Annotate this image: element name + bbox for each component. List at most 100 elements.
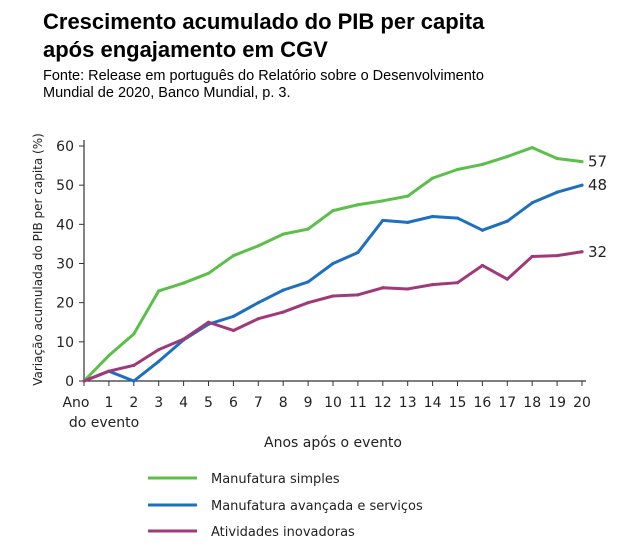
x-tick-label: 16 <box>473 395 491 411</box>
y-tick-label: 20 <box>56 296 74 312</box>
data-point <box>157 348 161 352</box>
data-point <box>331 294 335 298</box>
x-tick-label: 4 <box>179 395 188 411</box>
data-point <box>406 287 410 291</box>
data-point <box>132 332 136 336</box>
y-tick-label: 50 <box>56 178 74 194</box>
x-tick-label: 2 <box>129 395 138 411</box>
x-tick-label: 1 <box>104 395 113 411</box>
data-point <box>356 293 360 297</box>
data-point <box>206 271 211 275</box>
chart-source-note: Fonte: Release em português do Relatório… <box>43 68 613 102</box>
data-point <box>431 283 435 287</box>
data-point <box>530 254 534 259</box>
data-point <box>306 301 310 305</box>
series-end-label: 57 <box>588 153 607 171</box>
data-point <box>107 353 111 358</box>
y-tick-label: 30 <box>56 257 74 273</box>
data-point <box>480 263 484 268</box>
data-point <box>580 183 584 187</box>
series-line-2 <box>82 183 584 383</box>
x-tick-label: 6 <box>229 395 238 411</box>
x-tick-label: 11 <box>349 395 367 411</box>
data-point <box>182 281 186 285</box>
chart-title-line-2: após engajamento em CGV <box>43 37 328 62</box>
x-tick-label: 14 <box>424 395 442 411</box>
x-tick-label: 10 <box>324 395 342 411</box>
y-tick-label: 10 <box>56 335 74 351</box>
legend-label: Manufatura simples <box>211 472 340 487</box>
data-point <box>530 145 534 150</box>
data-point <box>381 286 385 290</box>
data-point <box>431 214 435 219</box>
x-tick-label: 18 <box>523 395 541 411</box>
data-point <box>331 261 335 266</box>
x-tick-label: 7 <box>254 395 263 411</box>
chart-title: Crescimento acumulado do PIB per capita … <box>43 8 613 64</box>
data-point <box>455 167 460 172</box>
x-tick-label: 15 <box>449 395 467 411</box>
x-tick-label: 20 <box>573 395 591 411</box>
series-end-label: 32 <box>588 243 607 261</box>
data-point <box>356 203 360 207</box>
series-end-label: 48 <box>588 176 607 194</box>
x-tick-label: 3 <box>154 395 163 411</box>
y-tick-label: 0 <box>65 374 74 390</box>
data-point <box>182 337 186 341</box>
x-axis-title: Anos após o evento <box>264 435 402 451</box>
data-point <box>580 250 584 254</box>
data-point <box>381 218 385 223</box>
data-point <box>231 254 235 258</box>
x-tick-label: 5 <box>204 395 213 411</box>
data-point <box>132 363 136 367</box>
data-point <box>555 190 559 194</box>
x-tick-label: Ano <box>62 395 89 411</box>
data-point <box>530 201 534 205</box>
data-point <box>82 379 86 383</box>
data-point <box>331 209 335 213</box>
data-point <box>505 154 509 159</box>
data-point <box>256 301 260 305</box>
chart-title-line-1: Crescimento acumulado do PIB per capita <box>43 9 485 34</box>
legend-label: Atividades inovadoras <box>211 525 355 540</box>
data-point <box>580 160 584 164</box>
x-tick-label: 9 <box>304 395 313 411</box>
data-point <box>505 219 509 223</box>
data-point <box>132 379 136 383</box>
data-point <box>455 216 460 220</box>
y-tick-label: 40 <box>56 217 74 233</box>
data-point <box>231 314 235 318</box>
data-point <box>555 156 559 161</box>
x-tick-label: 8 <box>279 395 288 411</box>
data-point <box>157 359 161 364</box>
data-point <box>281 310 285 314</box>
data-point <box>231 328 235 333</box>
y-tick-label: 60 <box>56 139 74 155</box>
data-point <box>505 277 509 281</box>
source-line-1: Fonte: Release em português do Relatório… <box>43 68 484 84</box>
x-tick-label: 13 <box>399 395 417 411</box>
data-point <box>381 199 385 203</box>
data-point <box>306 280 310 284</box>
x-tick-label: 17 <box>498 395 516 411</box>
data-point <box>256 317 260 321</box>
data-point <box>157 289 161 293</box>
source-line-2: Mundial de 2020, Banco Mundial, p. 3. <box>43 85 291 101</box>
data-point <box>455 281 460 285</box>
data-point <box>480 162 484 167</box>
data-point <box>107 369 111 373</box>
data-point <box>281 232 285 236</box>
data-point <box>356 250 360 255</box>
chart-legend: Manufatura simples Manufatura avançada e … <box>148 472 423 540</box>
data-point <box>431 176 435 180</box>
data-point <box>306 227 310 231</box>
data-point <box>256 244 260 248</box>
data-point <box>406 220 410 224</box>
legend-label: Manufatura avançada e serviços <box>211 499 423 514</box>
y-axis-title: Variação acumulada do PIB per capita (%) <box>31 133 45 386</box>
series-layer: 57 48 32 <box>82 145 607 383</box>
data-point <box>406 194 410 198</box>
data-point <box>480 228 484 232</box>
